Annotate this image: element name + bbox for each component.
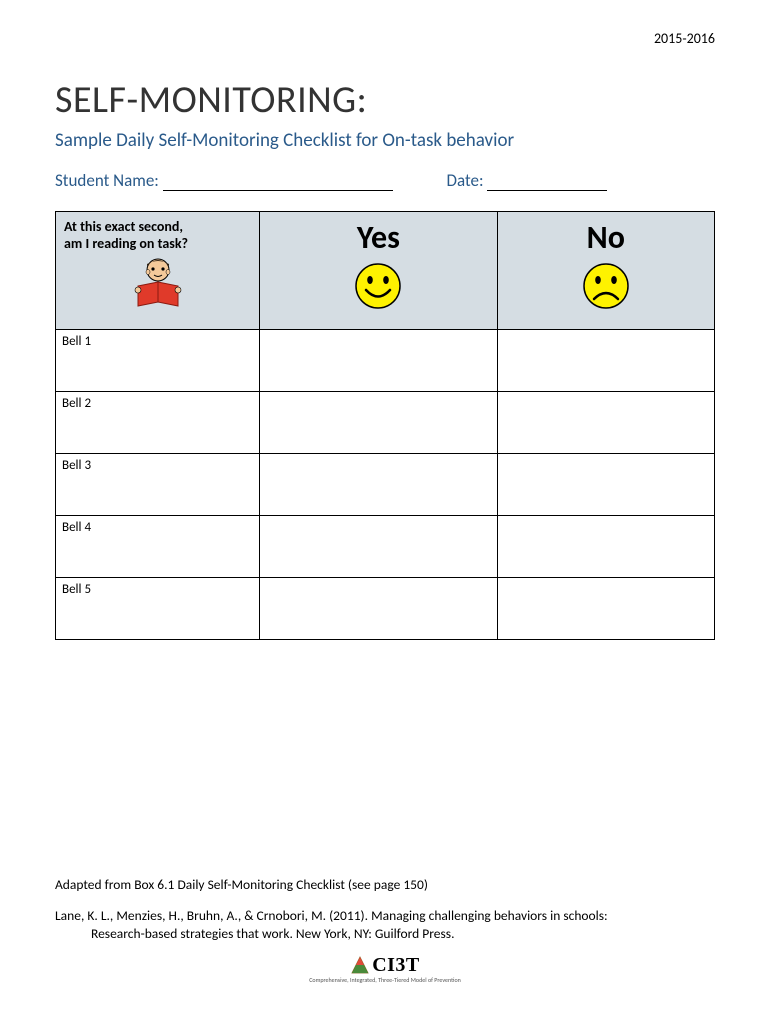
- yes-cell[interactable]: [260, 392, 497, 454]
- yes-cell[interactable]: [260, 454, 497, 516]
- table-body: Bell 1 Bell 2 Bell 3 Bell 4 Bell 5: [56, 330, 715, 640]
- yes-cell[interactable]: [260, 330, 497, 392]
- yes-label: Yes: [357, 218, 400, 257]
- page-subtitle: Sample Daily Self-Monitoring Checklist f…: [55, 129, 715, 152]
- logo: CI3T Comprehensive, Integrated, Three-Ti…: [55, 954, 715, 985]
- reading-boy-icon: [64, 256, 251, 316]
- citation-line2: Research-based strategies that work. New…: [55, 925, 715, 943]
- question-line1: At this exact second,: [64, 218, 183, 235]
- row-label: Bell 2: [56, 392, 260, 454]
- no-cell[interactable]: [497, 578, 714, 640]
- table-row: Bell 1: [56, 330, 715, 392]
- question-line2: am I reading on task?: [64, 235, 188, 252]
- date-label: Date:: [447, 170, 484, 191]
- logo-text: CI3T: [350, 954, 420, 977]
- question-header: At this exact second, am I reading on ta…: [56, 212, 260, 330]
- table-row: Bell 5: [56, 578, 715, 640]
- no-label: No: [587, 218, 625, 257]
- citation-line1: Lane, K. L., Menzies, H., Bruhn, A., & C…: [55, 907, 608, 924]
- smiley-sad-icon: [506, 261, 706, 320]
- footer: Adapted from Box 6.1 Daily Self-Monitori…: [55, 876, 715, 984]
- smiley-happy-icon: [268, 261, 488, 320]
- date-line[interactable]: [487, 177, 607, 191]
- table-row: Bell 2: [56, 392, 715, 454]
- table-row: Bell 3: [56, 454, 715, 516]
- checklist-table: At this exact second, am I reading on ta…: [55, 211, 715, 640]
- no-cell[interactable]: [497, 392, 714, 454]
- no-cell[interactable]: [497, 330, 714, 392]
- page-title: SELF-MONITORING:: [55, 77, 715, 123]
- row-label: Bell 3: [56, 454, 260, 516]
- year-range: 2015-2016: [55, 30, 715, 47]
- logo-subtext: Comprehensive, Integrated, Three-Tiered …: [55, 976, 715, 984]
- no-cell[interactable]: [497, 454, 714, 516]
- row-label: Bell 1: [56, 330, 260, 392]
- yes-cell[interactable]: [260, 578, 497, 640]
- no-header: No: [497, 212, 714, 330]
- student-name-label: Student Name:: [55, 170, 159, 191]
- yes-header: Yes: [260, 212, 497, 330]
- no-cell[interactable]: [497, 516, 714, 578]
- student-name-line[interactable]: [163, 177, 393, 191]
- row-label: Bell 5: [56, 578, 260, 640]
- adapted-note: Adapted from Box 6.1 Daily Self-Monitori…: [55, 876, 715, 893]
- table-row: Bell 4: [56, 516, 715, 578]
- yes-cell[interactable]: [260, 516, 497, 578]
- row-label: Bell 4: [56, 516, 260, 578]
- citation: Lane, K. L., Menzies, H., Bruhn, A., & C…: [55, 907, 715, 943]
- fields-row: Student Name: Date:: [55, 170, 715, 191]
- logo-label: CI3T: [372, 954, 420, 977]
